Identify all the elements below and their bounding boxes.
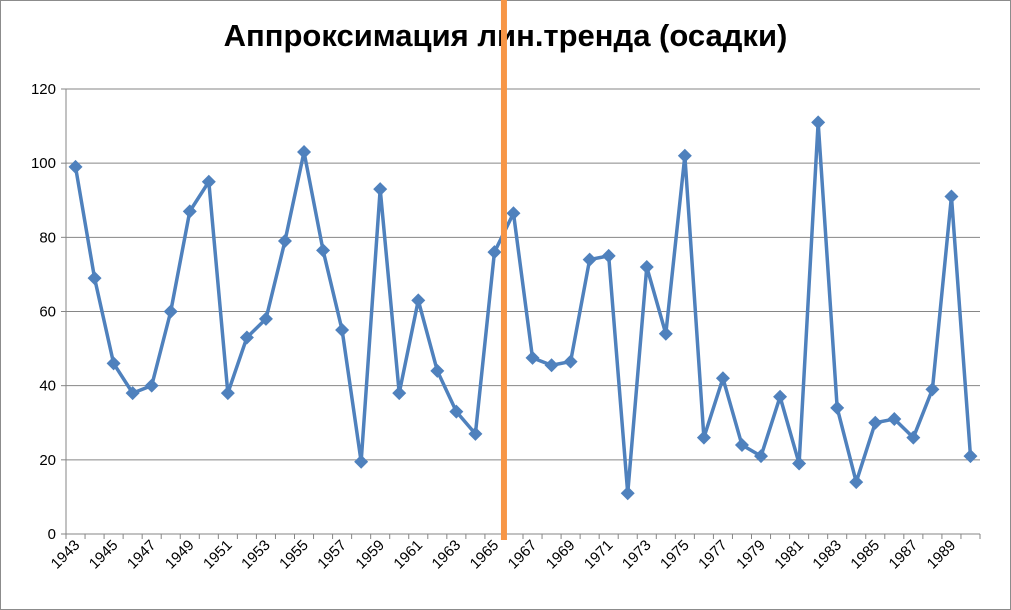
data-point	[68, 159, 83, 174]
data-point	[239, 330, 254, 345]
data-point	[715, 371, 730, 386]
x-tick-label: 1963	[429, 537, 465, 573]
data-point	[316, 243, 331, 258]
y-tick-label: 100	[31, 155, 56, 172]
x-tick-label: 1949	[162, 537, 198, 573]
x-tick-label: 1967	[505, 537, 541, 573]
series-line	[73, 120, 973, 495]
data-point	[849, 475, 864, 490]
data-point	[754, 449, 769, 464]
data-point	[830, 400, 845, 415]
x-tick-label: 1959	[352, 537, 388, 573]
x-tick-label: 1985	[847, 537, 883, 573]
data-point	[354, 454, 369, 469]
data-point	[87, 271, 102, 286]
data-point	[277, 234, 292, 249]
data-point	[868, 415, 883, 430]
data-point	[106, 356, 121, 371]
data-point	[925, 382, 940, 397]
x-tick-label: 1969	[543, 537, 579, 573]
data-point	[658, 326, 673, 341]
axes	[61, 88, 981, 539]
x-tick-label: 1957	[314, 537, 350, 573]
data-point	[258, 311, 273, 326]
data-point	[182, 204, 197, 219]
x-tick-label: 1971	[581, 537, 617, 573]
data-point	[201, 174, 216, 189]
data-point	[773, 389, 788, 404]
data-point	[544, 358, 559, 373]
grid-lines	[66, 88, 980, 461]
x-axis-ticks: 1943 1945 1947 1949 1951 1953 1955 1957 1959 1961…	[48, 537, 960, 573]
x-tick-label: 1965	[467, 537, 503, 573]
y-tick-label: 60	[39, 304, 56, 321]
data-point	[335, 323, 350, 338]
x-tick-label: 1979	[733, 537, 769, 573]
y-tick-label: 0	[48, 526, 56, 543]
data-point	[449, 404, 464, 419]
x-tick-label: 1947	[124, 537, 160, 573]
x-tick-label: 1977	[695, 537, 731, 573]
x-tick-label: 1983	[809, 537, 845, 573]
data-point	[582, 252, 597, 267]
data-point	[563, 354, 578, 369]
data-point	[392, 386, 407, 401]
x-tick-label: 1973	[619, 537, 655, 573]
data-point	[887, 412, 902, 427]
data-point	[906, 430, 921, 445]
data-point	[944, 189, 959, 204]
data-point	[677, 148, 692, 163]
x-tick-label: 1953	[238, 537, 274, 573]
data-point	[734, 438, 749, 452]
data-point	[506, 206, 521, 221]
x-tick-label: 1955	[276, 537, 312, 573]
x-tick-label: 1975	[657, 537, 693, 573]
y-tick-label: 80	[39, 229, 56, 246]
data-point	[125, 386, 140, 401]
data-point	[468, 426, 483, 441]
data-point	[696, 430, 711, 445]
data-point	[620, 486, 635, 501]
data-point	[220, 386, 235, 401]
data-point	[963, 449, 978, 464]
series-layer	[68, 115, 978, 501]
y-tick-label: 20	[39, 452, 56, 469]
data-point	[792, 456, 807, 471]
x-tick-label: 1987	[886, 537, 922, 573]
data-point	[430, 363, 445, 378]
data-point	[601, 248, 616, 263]
y-axis-ticks: 0 20 40 60 80 100 120	[31, 81, 56, 543]
data-point	[639, 260, 654, 274]
data-point	[811, 115, 826, 130]
x-tick-label: 1961	[390, 537, 426, 573]
data-point	[297, 145, 312, 160]
x-tick-label: 1989	[924, 537, 960, 573]
data-point	[411, 293, 426, 308]
data-point	[144, 378, 159, 393]
data-point	[373, 182, 388, 197]
x-tick-label: 1981	[771, 537, 807, 573]
x-tick-label: 1945	[86, 537, 122, 573]
data-point	[487, 245, 502, 260]
x-tick-label: 1951	[200, 537, 236, 573]
data-point	[525, 350, 540, 365]
y-tick-label: 120	[31, 81, 56, 98]
data-point	[163, 304, 178, 319]
y-tick-label: 40	[39, 378, 56, 395]
